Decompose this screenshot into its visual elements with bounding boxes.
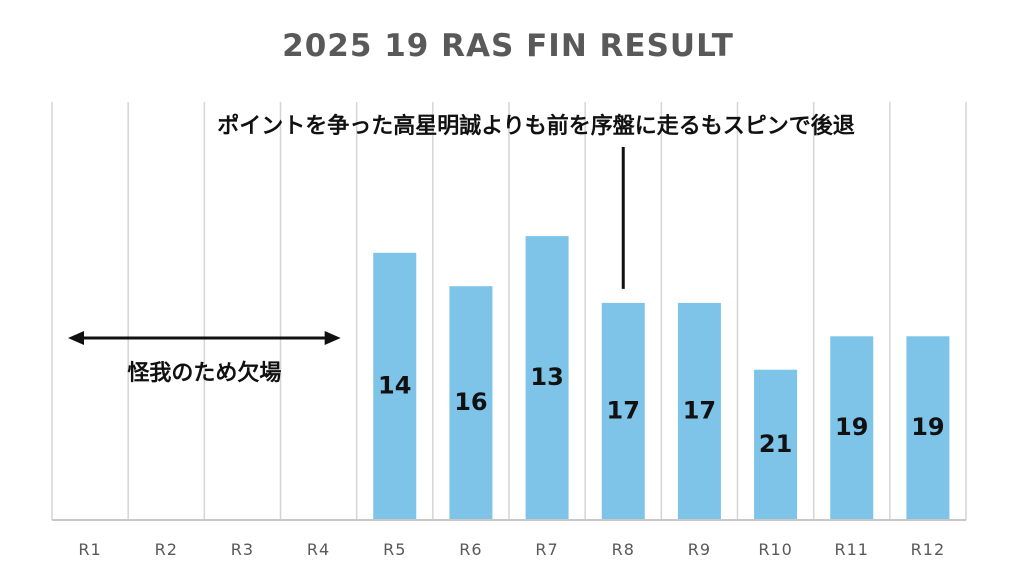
- data-label: 17: [607, 396, 640, 424]
- x-tick-label: R10: [758, 540, 792, 559]
- x-tick-label: R8: [612, 540, 635, 559]
- x-tick-label: R9: [688, 540, 711, 559]
- data-label: 13: [530, 363, 563, 391]
- x-tick-label: R6: [459, 540, 482, 559]
- annotations: 怪我のため欠場 ポイントを争った高星明誠よりも前を序盤に走るもスピンで後退: [68, 113, 855, 386]
- x-tick-label: R11: [835, 540, 869, 559]
- x-tick-label: R1: [78, 540, 101, 559]
- bar: [754, 369, 798, 520]
- spin-annotation: ポイントを争った高星明誠よりも前を序盤に走るもスピンで後退: [217, 113, 855, 139]
- data-label: 19: [835, 413, 868, 441]
- bar: [373, 252, 417, 521]
- bars: [373, 236, 950, 521]
- data-label: 21: [759, 430, 792, 458]
- bar: [525, 236, 569, 520]
- bar: [601, 302, 645, 520]
- x-tick-label: R3: [231, 540, 254, 559]
- data-label: 16: [454, 388, 487, 416]
- x-tick-label: R5: [383, 540, 406, 559]
- data-label: 14: [378, 371, 411, 399]
- data-labels: 14 16 13 17 17 21 19 19: [378, 363, 945, 458]
- x-tick-label: R12: [911, 540, 945, 559]
- absence-annotation: 怪我のため欠場: [127, 360, 281, 386]
- x-tick-label: R2: [155, 540, 178, 559]
- x-tick-label: R7: [535, 540, 558, 559]
- arrow-head-left: [68, 331, 84, 345]
- data-label: 17: [683, 396, 716, 424]
- x-tick-labels: R1 R2 R3 R4 R5 R6 R7 R8 R9 R10 R11 R12: [78, 540, 945, 559]
- bar: [906, 336, 950, 520]
- arrow-head-right: [324, 331, 341, 345]
- bar: [449, 286, 493, 520]
- bar: [830, 336, 874, 520]
- x-tick-label: R4: [307, 540, 330, 559]
- grid-lines: [51, 102, 967, 520]
- chart-title: 2025 19 RAS FIN RESULT: [282, 28, 734, 64]
- bar: [677, 302, 721, 520]
- data-label: 19: [911, 413, 944, 441]
